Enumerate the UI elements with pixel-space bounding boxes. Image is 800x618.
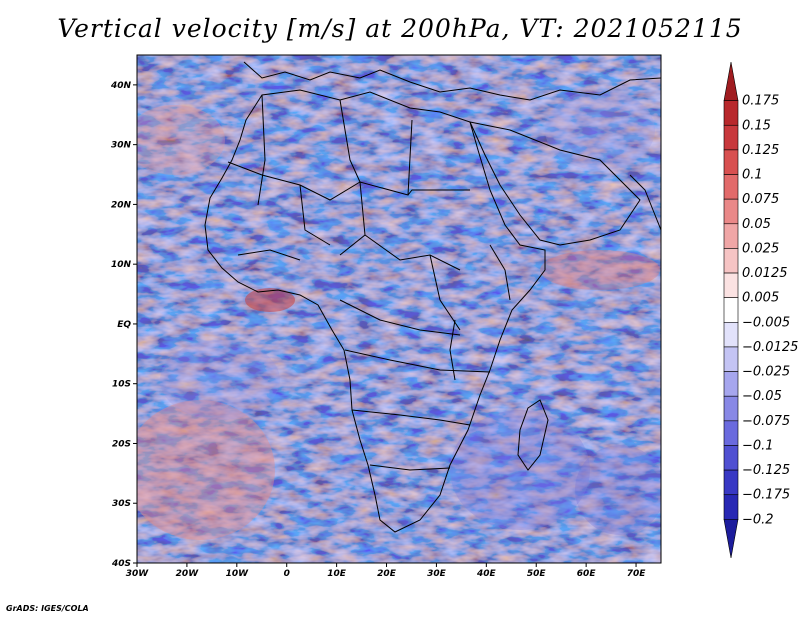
colorbar-swatch	[723, 149, 739, 175]
lon-tick-label: 40E	[476, 569, 497, 579]
lon-tick-label: 10E	[327, 569, 347, 579]
colorbar-level-label: −0.05	[742, 389, 782, 404]
map-title: Vertical velocity [m/s] at 200hPa, VT: 2…	[57, 14, 743, 43]
lon-tick-label: 10W	[226, 569, 250, 579]
colorbar-swatch	[723, 297, 739, 323]
colorbar-swatch	[723, 469, 739, 496]
colorbar-level-label: −0.175	[742, 488, 790, 503]
lon-tick-label: 0	[284, 569, 290, 579]
colorbar-swatch	[723, 248, 739, 274]
colorbar-swatch	[723, 371, 739, 397]
colorbar-swatch	[723, 100, 739, 126]
colorbar-level-label: −0.005	[742, 315, 790, 330]
footer-credit: GrADS: IGES/COLA	[6, 604, 89, 613]
longitude-axis: 30W 20W 10W 0 10E 20E 30E 40E 50E 60E 70E	[126, 563, 646, 579]
coastlines	[204, 61, 661, 533]
colorbar-level-label: 0.1	[742, 168, 763, 183]
colorbar-swatch	[723, 346, 739, 372]
lon-tick-label: 30E	[427, 569, 447, 579]
lon-tick-label: 60E	[577, 569, 597, 579]
lon-tick-label: 50E	[527, 569, 547, 579]
colorbar-level-label: −0.025	[742, 365, 790, 380]
lat-tick-label: 40N	[110, 81, 132, 91]
colorbar-swatch	[723, 395, 739, 422]
lat-tick-label: 30S	[112, 499, 131, 509]
colorbar-level-label: 0.005	[742, 291, 779, 306]
colorbar-swatch	[723, 174, 739, 200]
colorbar-level-label: −0.2	[742, 512, 774, 527]
velocity-field	[137, 55, 661, 563]
plot-frame	[136, 54, 662, 564]
colorbar-level-label: 0.025	[742, 241, 779, 256]
colorbar-level-label: −0.125	[742, 463, 790, 478]
lat-tick-label: EQ	[117, 320, 131, 330]
latitude-axis: 40N 30N 20N 10N EQ 10S 20S 30S 40S	[110, 81, 137, 569]
lon-tick-label: 70E	[627, 569, 647, 579]
colorbar-level-label: 0.075	[742, 192, 779, 207]
colorbar-level-label: 0.175	[742, 94, 779, 109]
colorbar-level-label: 0.125	[742, 143, 779, 158]
colorbar-level-label: 0.05	[742, 217, 771, 232]
lon-tick-label: 20W	[176, 569, 200, 579]
colorbar-swatch	[723, 519, 739, 559]
colorbar-level-label: 0.0125	[742, 266, 788, 281]
colorbar-swatch	[723, 494, 739, 520]
lat-tick-label: 20S	[112, 439, 131, 449]
colorbar-swatch	[723, 223, 739, 249]
lat-tick-label: 10N	[111, 260, 132, 270]
colorbar-swatch	[723, 61, 739, 101]
lon-tick-label: 20E	[377, 569, 397, 579]
colorbar-swatch	[723, 322, 739, 348]
colorbar-swatch	[723, 420, 739, 446]
colorbar-swatch	[723, 124, 739, 151]
colorbar-level-label: −0.0125	[742, 340, 798, 355]
colorbar: 0.175 0.15 0.125 0.1 0.075 0.05 0.025 0.0125 0.0…	[723, 61, 798, 559]
colorbar-level-label: −0.1	[742, 438, 774, 453]
colorbar-swatch	[723, 445, 739, 471]
lat-tick-label: 20N	[111, 200, 132, 210]
colorbar-swatch	[723, 198, 739, 225]
colorbar-level-label: −0.075	[742, 414, 790, 429]
lat-tick-label: 10S	[112, 380, 131, 390]
colorbar-level-label: 0.15	[742, 118, 771, 133]
lon-tick-label: 30W	[126, 569, 150, 579]
lat-tick-label: 30N	[111, 141, 132, 151]
colorbar-swatch	[723, 272, 739, 298]
lat-tick-label: 40S	[111, 559, 131, 569]
